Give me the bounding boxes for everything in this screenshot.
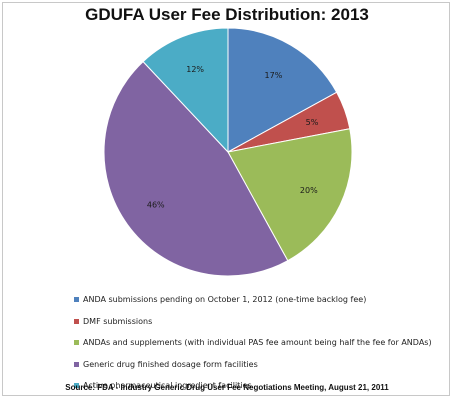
- pie-slice: [227, 128, 353, 262]
- legend-item: Generic drug finished dosage form facili…: [74, 354, 449, 376]
- legend-label: ANDA submissions pending on October 1, 2…: [83, 295, 367, 305]
- legend-label: DMF submissions: [83, 316, 153, 326]
- slice-label: 46%: [147, 200, 165, 209]
- chart-source: Source: FDA - Industry Generic Drug User…: [65, 383, 389, 392]
- chart-title: GDUFA User Fee Distribution: 2013: [85, 5, 369, 24]
- pie-slice: [142, 27, 229, 154]
- pie-slice: [227, 27, 338, 153]
- legend-swatch: [74, 340, 79, 346]
- legend-swatch: [74, 297, 79, 303]
- slice-label: 20%: [300, 186, 318, 195]
- slice-label: 5%: [306, 118, 319, 127]
- legend-item: ANDA submissions pending on October 1, 2…: [74, 289, 449, 311]
- legend-swatch: [74, 383, 79, 389]
- legend-swatch: [74, 318, 79, 324]
- legend-swatch: [74, 361, 79, 367]
- legend-item: DMF submissions: [74, 311, 449, 333]
- legend-label: Active pharmaceutical ingredient facilit…: [83, 381, 252, 391]
- legend-label: Generic drug finished dosage form facili…: [83, 359, 258, 369]
- slice-label: 12%: [186, 65, 204, 74]
- slice-label: 17%: [265, 71, 283, 80]
- legend-label: ANDAs and supplements (with individual P…: [83, 338, 432, 348]
- chart-legend: ANDA submissions pending on October 1, 2…: [74, 289, 449, 397]
- pie-slice: [103, 60, 289, 277]
- legend-item: Active pharmaceutical ingredient facilit…: [74, 375, 449, 397]
- legend-item: ANDAs and supplements (with individual P…: [74, 332, 449, 354]
